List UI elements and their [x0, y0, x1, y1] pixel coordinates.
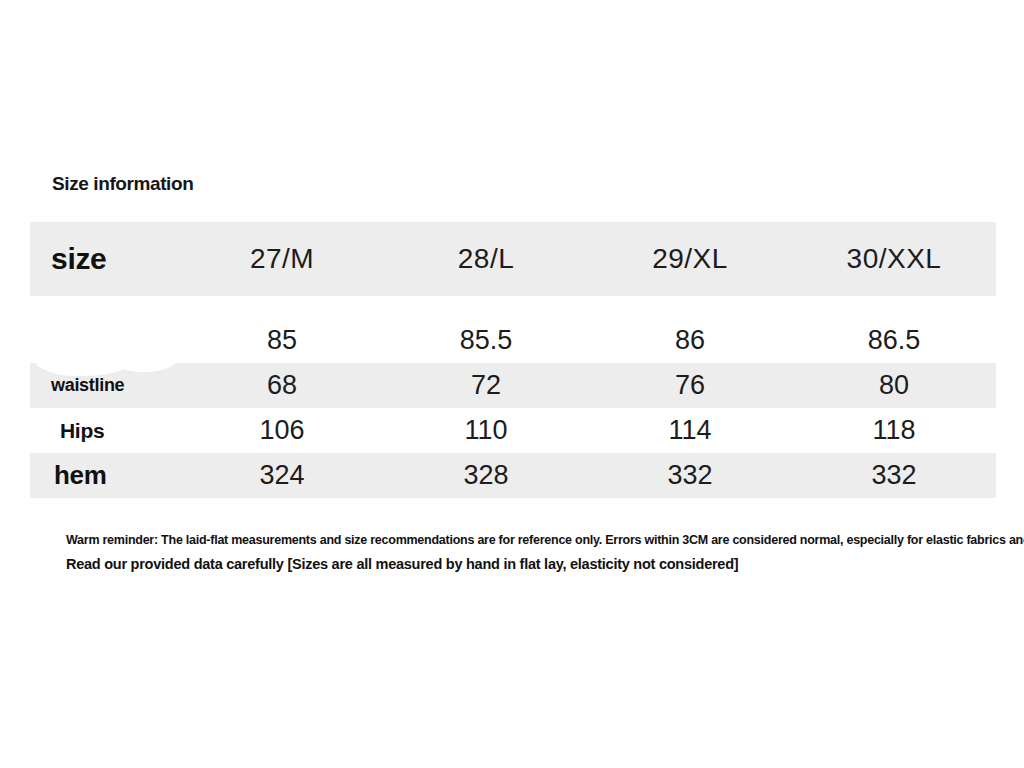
table-row-skirt-length: skirt length 85 85.5 86 86.5	[30, 318, 996, 363]
cell-value: 332	[792, 460, 996, 491]
warm-reminder-line2: Read our provided data carefully [Sizes …	[66, 556, 1016, 572]
cell-value: 324	[180, 460, 384, 491]
cell-value: 85	[180, 325, 384, 356]
header-gap	[30, 296, 996, 318]
row-label: waistline	[30, 375, 180, 396]
row-label: Hips	[30, 419, 180, 443]
row-label: hem	[30, 460, 180, 491]
table-row-hem: hem 324 328 332 332	[30, 453, 996, 498]
size-table: size 27/M 28/L 29/XL 30/XXL skirt length…	[30, 222, 996, 498]
cell-value: 68	[180, 370, 384, 401]
cell-value: 72	[384, 370, 588, 401]
cell-value: 106	[180, 415, 384, 446]
row-label: skirt length	[30, 332, 180, 349]
table-row-waistline: waistline 68 72 76 80	[30, 363, 996, 408]
page-title: Size information	[52, 173, 193, 195]
warm-reminder: Warm reminder: The laid-flat measurement…	[66, 533, 1016, 572]
warm-reminder-line1: Warm reminder: The laid-flat measurement…	[66, 533, 1016, 547]
header-col-28l: 28/L	[384, 243, 588, 275]
cell-value: 332	[588, 460, 792, 491]
header-size-label: size	[30, 242, 180, 276]
size-chart-page: Size information size 27/M 28/L 29/XL 30…	[0, 0, 1024, 768]
header-col-29xl: 29/XL	[588, 243, 792, 275]
cell-value: 118	[792, 415, 996, 446]
cell-value: 86.5	[792, 325, 996, 356]
cell-value: 86	[588, 325, 792, 356]
cell-value: 76	[588, 370, 792, 401]
cell-value: 80	[792, 370, 996, 401]
header-col-30xxl: 30/XXL	[792, 243, 996, 275]
cell-value: 114	[588, 415, 792, 446]
header-col-27m: 27/M	[180, 243, 384, 275]
table-header-row: size 27/M 28/L 29/XL 30/XXL	[30, 222, 996, 296]
cell-value: 328	[384, 460, 588, 491]
table-row-hips: Hips 106 110 114 118	[30, 408, 996, 453]
cell-value: 85.5	[384, 325, 588, 356]
cell-value: 110	[384, 415, 588, 446]
